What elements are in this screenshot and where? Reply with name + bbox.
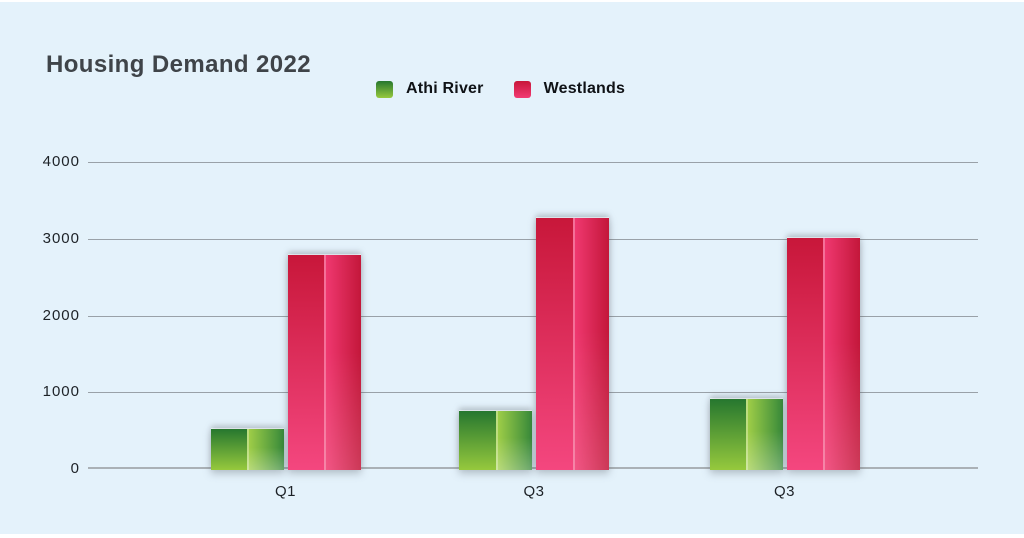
bar-westlands-group-1-right-face <box>324 255 361 470</box>
y-axis-label-2000: 2000 <box>42 306 80 324</box>
bar-athi-river-group-3-left-face <box>709 399 746 470</box>
y-axis-label-4000: 4000 <box>42 153 80 170</box>
bar-athi-river-group-1-left-face <box>210 429 247 470</box>
x-axis-label-2: Q3 <box>523 483 545 500</box>
gridline-1000 <box>88 392 978 394</box>
bar-westlands-group-2-left-face <box>536 218 573 470</box>
bar-athi-river-group-2-right-face <box>495 411 532 470</box>
bar-westlands-group-3 <box>786 237 860 470</box>
legend-swatch-westlands-icon <box>513 80 531 98</box>
bar-westlands-group-2 <box>536 217 609 470</box>
chart-title: Housing Demand 2022 <box>46 51 312 78</box>
bar-athi-river-group-3-right-face <box>746 399 783 470</box>
bar-athi-river-group-3 <box>709 398 783 470</box>
bar-westlands-group-1-left-face <box>287 255 324 470</box>
bar-athi-river-group-2-left-face <box>459 411 496 470</box>
bar-athi-river-group-1 <box>210 428 284 470</box>
legend-swatch-athi-river-icon <box>376 80 393 98</box>
legend-label-athi-river: Athi River <box>406 80 484 97</box>
gridline-3000 <box>88 238 978 240</box>
y-axis-label-0: 0 <box>70 460 80 477</box>
gridline-4000 <box>88 162 978 163</box>
legend-label-westlands: Westlands <box>543 80 626 97</box>
x-axis-label-3: Q3 <box>773 483 795 500</box>
bar-westlands-group-3-right-face <box>823 238 860 470</box>
gridline-0 <box>88 467 978 469</box>
x-axis-label-1: Q1 <box>274 483 296 500</box>
bar-athi-river-group-1-right-face <box>247 429 284 470</box>
legend-item-westlands: Westlands <box>513 80 626 98</box>
legend: Athi River Westlands <box>376 80 625 98</box>
bar-athi-river-group-2 <box>459 410 532 470</box>
legend-item-athi-river: Athi River <box>376 80 484 98</box>
bar-westlands-group-1 <box>287 254 361 470</box>
y-axis-label-3000: 3000 <box>42 229 80 247</box>
y-axis-label-1000: 1000 <box>42 383 80 401</box>
gridline-2000 <box>88 315 978 317</box>
bar-westlands-group-3-left-face <box>786 238 823 470</box>
bar-westlands-group-2-right-face <box>572 218 609 470</box>
